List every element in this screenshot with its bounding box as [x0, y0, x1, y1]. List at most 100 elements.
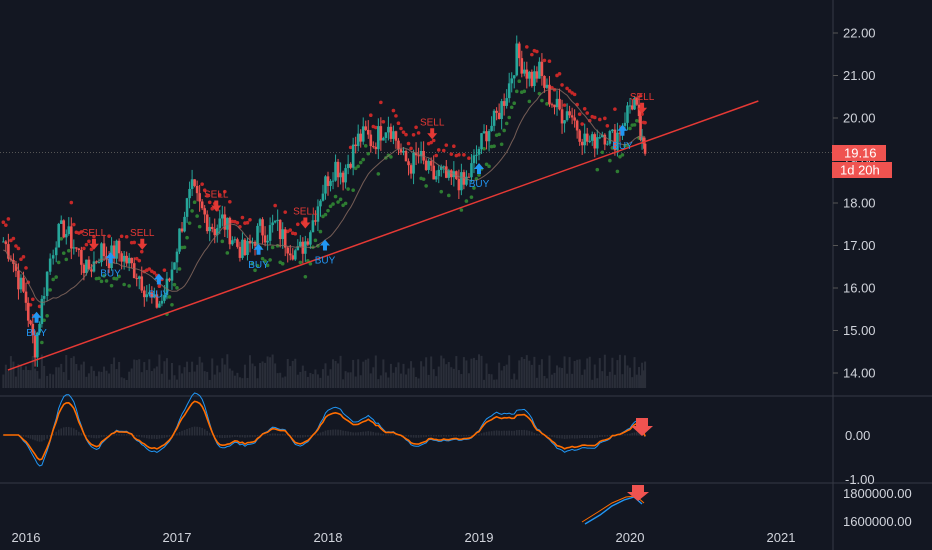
candle-body	[349, 163, 352, 168]
macd-histogram-bar	[342, 430, 344, 436]
candle-body	[346, 163, 350, 169]
sar-dot	[79, 230, 84, 234]
macd-histogram-bar	[520, 429, 523, 436]
volume-bar	[218, 372, 221, 388]
sar-dot	[64, 257, 69, 262]
sar-dot	[9, 238, 13, 243]
sar-dot	[220, 239, 225, 244]
macd-histogram-bar	[339, 429, 342, 436]
sar-dot	[296, 222, 300, 227]
price-axis[interactable]: 22.0021.0020.0019.0018.0017.0016.0015.00…	[833, 26, 912, 530]
candle-body	[485, 131, 488, 142]
candle-body	[54, 247, 58, 256]
sar-dot	[632, 123, 637, 127]
volume-bar	[642, 370, 645, 388]
volume-bar	[266, 356, 269, 388]
volume-bar	[372, 367, 375, 388]
candle-body	[238, 246, 242, 258]
macd-down-arrow-icon	[631, 418, 653, 436]
candle-body	[14, 263, 18, 271]
candle-body	[278, 219, 282, 240]
sar-dot	[517, 79, 522, 84]
volume-bar	[168, 379, 171, 388]
macd-histogram-bar	[302, 435, 304, 438]
macd-histogram-bar	[367, 431, 370, 436]
volume-bar	[415, 376, 418, 388]
volume-bar	[113, 357, 116, 388]
sar-dot	[525, 45, 529, 49]
volume-bar	[65, 355, 68, 388]
macd-histogram-bar	[638, 432, 640, 436]
candle-body	[145, 294, 149, 298]
macd-histogram-bar	[286, 434, 289, 436]
buy-label: BUY	[100, 268, 121, 279]
volume-bar	[173, 375, 176, 388]
volume-bar	[236, 372, 239, 388]
volume-bar	[543, 375, 546, 388]
buy-arrow-icon	[617, 124, 628, 136]
volume-bar	[635, 374, 638, 388]
volume-bar	[382, 359, 385, 388]
candle-body	[36, 332, 39, 358]
candle-body	[643, 143, 647, 154]
candle-body	[374, 146, 378, 150]
sar-dot	[341, 203, 345, 208]
volume-bar	[97, 371, 100, 388]
candle-body	[429, 160, 433, 166]
macd-histogram-bar	[624, 434, 626, 436]
candle-body	[465, 176, 468, 185]
trend-line[interactable]	[7, 100, 759, 371]
volume-bar	[457, 370, 460, 388]
candle-body	[394, 131, 398, 141]
macd-histogram-bar	[57, 429, 60, 436]
volume-bar	[145, 370, 148, 388]
candle-body	[379, 126, 383, 141]
volume-bar	[19, 365, 22, 388]
sar-dot	[127, 284, 131, 288]
sar-dot	[313, 238, 318, 243]
candle-body	[402, 151, 405, 153]
candle-body	[563, 120, 566, 124]
sar-dot	[321, 214, 325, 219]
candle-body	[62, 220, 66, 238]
sar-dot	[447, 193, 451, 198]
candle-body	[180, 228, 184, 232]
macd-histogram-bar	[279, 433, 281, 436]
volume-bar	[540, 359, 543, 388]
time-axis[interactable]: 2016 2017 2018 2019 2020 2021	[12, 530, 796, 545]
sar-dot	[592, 115, 597, 120]
candle-body	[72, 247, 76, 249]
candle-body	[7, 244, 10, 259]
sar-dot	[527, 99, 532, 104]
macd-histogram-bar	[123, 434, 125, 436]
macd-histogram-bar	[309, 435, 312, 437]
volume-bar	[410, 361, 413, 388]
volume-bar	[254, 366, 257, 388]
candle-body	[77, 248, 81, 250]
candle-body	[354, 144, 357, 147]
sar-dot	[449, 152, 454, 156]
candle-body	[190, 179, 194, 189]
volume-bar	[447, 362, 450, 388]
sar-dot	[56, 260, 61, 265]
volume-bar	[359, 375, 362, 388]
volume-bar	[261, 361, 264, 388]
volume-bar	[36, 371, 39, 388]
macd-histogram-bar	[118, 434, 120, 436]
candle-body	[497, 112, 501, 120]
candle-body	[487, 130, 491, 142]
macd-pane	[2, 392, 653, 467]
macd-histogram-bar	[546, 435, 548, 437]
candle-body	[87, 259, 91, 270]
candle-body	[107, 258, 111, 269]
sar-dot	[618, 154, 622, 159]
sar-dot	[368, 113, 373, 118]
macd-histogram-bar	[193, 426, 196, 436]
macd-histogram-bar	[633, 432, 636, 436]
price-tick-label: 21.00	[843, 68, 876, 83]
sar-dot	[441, 148, 446, 153]
volume-bar	[644, 361, 647, 388]
sar-dot	[560, 83, 564, 87]
volume-bar	[241, 378, 244, 388]
